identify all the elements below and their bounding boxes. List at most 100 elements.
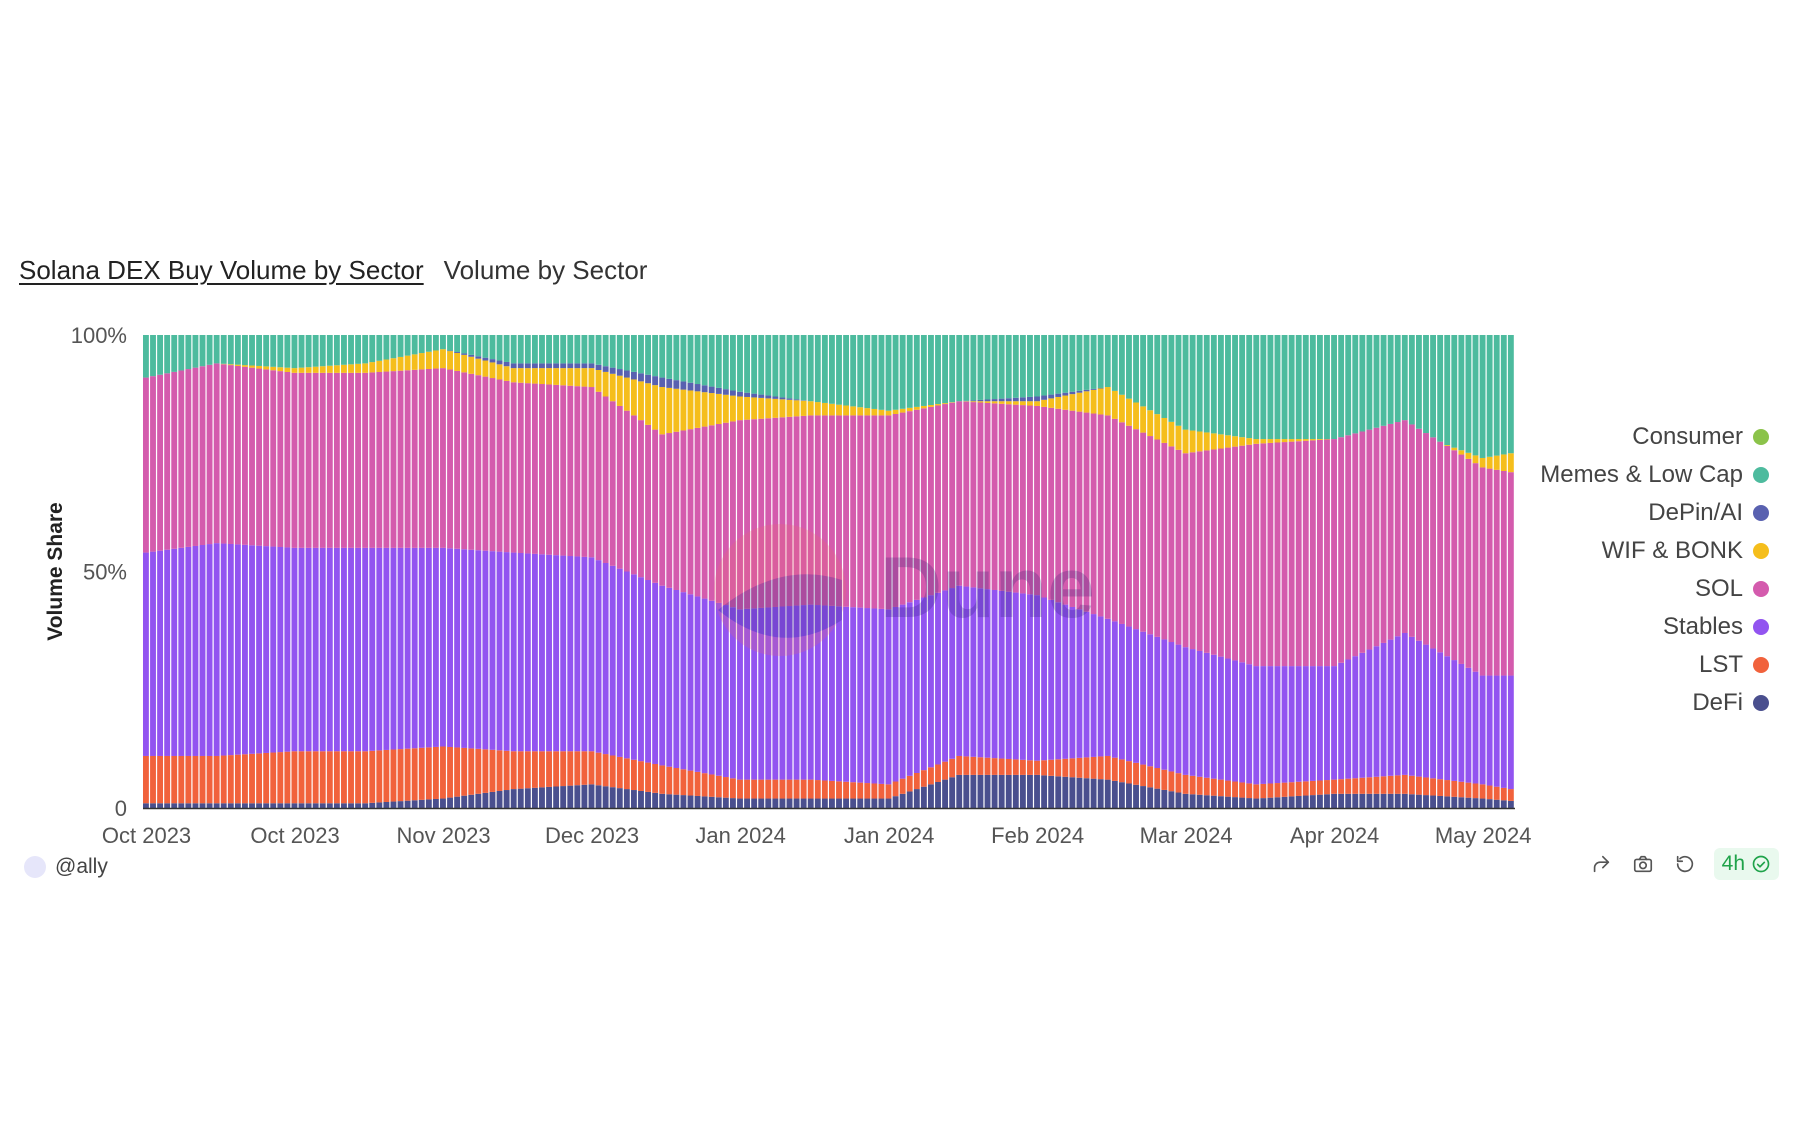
bar-segment-memes-low-cap[interactable] [920,335,927,406]
bar-segment-depin-ai[interactable] [984,399,991,402]
bar-segment-defi[interactable] [567,785,574,808]
bar-segment-lst[interactable] [213,755,220,804]
bar-segment-stables[interactable] [588,557,595,752]
bar-segment-memes-low-cap[interactable] [630,335,637,372]
bar-segment-depin-ai[interactable] [588,363,595,369]
bar-segment-depin-ai[interactable] [659,377,666,388]
bar-segment-memes-low-cap[interactable] [185,335,192,370]
bar-segment-memes-low-cap[interactable] [531,335,538,364]
bar-segment-defi[interactable] [935,781,941,808]
bar-segment-lst[interactable] [722,777,729,798]
bar-segment-sol[interactable] [1182,453,1189,648]
bar-segment-sol[interactable] [652,429,659,583]
bar-segment-lst[interactable] [1451,780,1458,797]
bar-segment-memes-low-cap[interactable] [744,335,750,393]
bar-segment-stables[interactable] [553,555,560,752]
bar-segment-defi[interactable] [1267,797,1274,808]
bar-segment-memes-low-cap[interactable] [1161,335,1168,418]
bar-segment-stables[interactable] [602,562,609,755]
bar-segment-defi[interactable] [199,803,206,808]
bar-segment-depin-ai[interactable] [737,391,743,397]
bar-segment-lst[interactable] [1154,768,1161,789]
bar-segment-memes-low-cap[interactable] [991,335,998,400]
bar-segment-defi[interactable] [1104,779,1111,808]
bar-segment-wif-bonk[interactable] [1507,453,1514,473]
bar-segment-sol[interactable] [1359,431,1366,653]
bar-segment-defi[interactable] [1012,774,1019,808]
bar-segment-lst[interactable] [913,773,920,790]
bar-segment-memes-low-cap[interactable] [793,335,800,400]
bar-segment-memes-low-cap[interactable] [1415,335,1422,429]
bar-segment-stables[interactable] [1458,663,1465,782]
bar-segment-sol[interactable] [1295,441,1302,667]
bar-segment-wif-bonk[interactable] [277,367,284,372]
bar-segment-wif-bonk[interactable] [362,363,369,373]
bar-segment-wif-bonk[interactable] [899,408,906,413]
bar-segment-memes-low-cap[interactable] [1196,335,1203,432]
bar-segment-sol[interactable] [836,415,842,607]
bar-segment-lst[interactable] [729,778,736,799]
bar-segment-wif-bonk[interactable] [553,368,560,385]
bar-segment-lst[interactable] [1507,789,1514,801]
bar-segment-wif-bonk[interactable] [1281,439,1288,443]
bar-segment-memes-low-cap[interactable] [319,335,326,367]
bar-segment-depin-ai[interactable] [758,394,765,398]
bar-segment-wif-bonk[interactable] [758,397,765,419]
bar-segment-memes-low-cap[interactable] [1217,335,1224,435]
bar-segment-memes-low-cap[interactable] [1430,335,1436,438]
legend-item-stables[interactable]: Stables [1540,608,1769,646]
bar-segment-memes-low-cap[interactable] [489,335,496,360]
bar-segment-stables[interactable] [729,607,736,779]
bar-segment-sol[interactable] [1415,428,1422,641]
bar-segment-memes-low-cap[interactable] [206,335,213,365]
bar-segment-lst[interactable] [524,751,531,789]
bar-segment-wif-bonk[interactable] [1444,445,1451,446]
bar-segment-wif-bonk[interactable] [404,355,411,371]
bar-segment-sol[interactable] [616,405,623,569]
bar-segment-sol[interactable] [1316,439,1323,667]
bar-segment-defi[interactable] [574,785,581,808]
bar-segment-wif-bonk[interactable] [1458,450,1465,455]
bar-segment-depin-ai[interactable] [609,367,616,374]
bar-segment-defi[interactable] [602,786,609,808]
bar-segment-lst[interactable] [1500,787,1507,801]
bar-segment-stables[interactable] [164,549,171,756]
bar-segment-sol[interactable] [984,402,991,590]
bar-segment-sol[interactable] [595,391,602,561]
bar-segment-wif-bonk[interactable] [574,368,581,387]
legend-item-consumer[interactable]: Consumer [1540,418,1769,456]
bar-segment-lst[interactable] [1260,783,1267,799]
bar-segment-stables[interactable] [503,552,510,751]
bar-segment-wif-bonk[interactable] [892,409,899,414]
bar-segment-memes-low-cap[interactable] [1331,335,1337,440]
bar-segment-lst[interactable] [348,751,354,804]
bar-segment-memes-low-cap[interactable] [829,335,835,404]
bar-segment-stables[interactable] [1359,652,1366,778]
bar-segment-sol[interactable] [850,415,857,608]
bar-segment-depin-ai[interactable] [616,369,623,376]
bar-segment-lst[interactable] [1267,783,1274,798]
bar-segment-sol[interactable] [1140,432,1147,632]
bar-segment-stables[interactable] [1437,652,1444,780]
bar-segment-wif-bonk[interactable] [1019,401,1026,406]
bar-segment-memes-low-cap[interactable] [1034,335,1040,397]
bar-segment-defi[interactable] [256,803,263,808]
bar-segment-sol[interactable] [1507,472,1514,676]
bar-segment-stables[interactable] [772,606,779,780]
bar-segment-memes-low-cap[interactable] [178,335,185,371]
bar-segment-sol[interactable] [531,383,538,554]
bar-segment-depin-ai[interactable] [524,363,531,369]
bar-segment-sol[interactable] [871,415,878,609]
bar-segment-stables[interactable] [892,606,899,782]
bar-segment-stables[interactable] [850,607,857,783]
bar-segment-wif-bonk[interactable] [800,400,807,416]
bar-segment-sol[interactable] [1225,447,1231,659]
bar-segment-memes-low-cap[interactable] [1451,335,1458,448]
bar-segment-lst[interactable] [871,783,878,799]
bar-segment-sol[interactable] [1210,449,1217,655]
bar-segment-wif-bonk[interactable] [1225,435,1231,448]
bar-segment-lst[interactable] [1048,759,1055,776]
bar-segment-stables[interactable] [715,602,722,776]
bar-segment-lst[interactable] [998,758,1005,775]
bar-segment-wif-bonk[interactable] [666,387,673,434]
